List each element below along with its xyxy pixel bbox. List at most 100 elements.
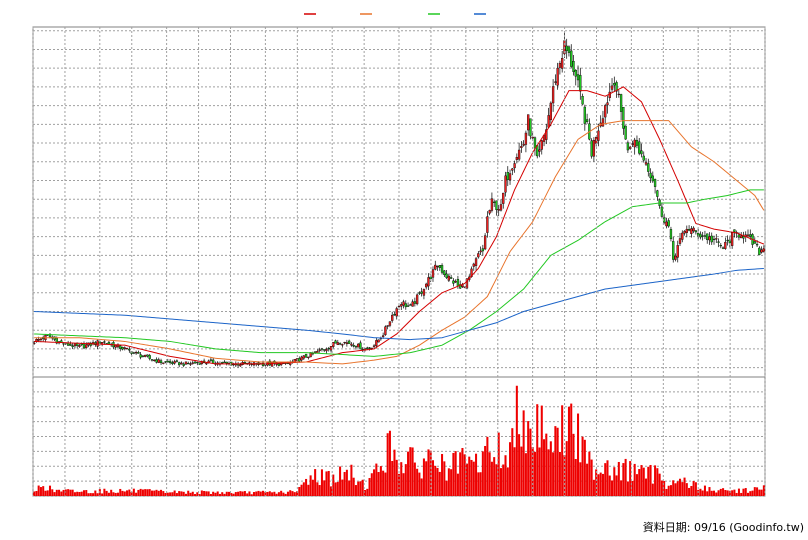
volume-bar (536, 404, 539, 496)
volume-bar (407, 451, 410, 496)
candle-up (760, 249, 763, 253)
candle-up (483, 235, 487, 250)
candle-up (184, 361, 188, 365)
volume-bar (617, 461, 620, 496)
candle-up (402, 301, 405, 306)
candle-down (667, 220, 670, 227)
volume-bar (615, 475, 618, 496)
candle-down (506, 172, 509, 180)
volume-bar (728, 490, 731, 496)
candle-down (579, 75, 582, 92)
volume-bar (540, 405, 543, 496)
volume-bar (135, 492, 138, 496)
candle-up (180, 362, 183, 365)
candle-down (225, 361, 228, 364)
volume-bar (48, 485, 52, 496)
candle-down (642, 155, 645, 161)
volume-bar (495, 464, 498, 496)
volume-bar (200, 490, 203, 496)
volume-bar (295, 491, 299, 496)
volume-bar (157, 490, 160, 496)
candle-up (191, 362, 194, 364)
volume-bar (465, 463, 469, 496)
volume-bar (363, 490, 367, 496)
candle-down (615, 82, 618, 92)
candle-up (436, 265, 439, 268)
candle-down (706, 233, 709, 240)
volume-bar (529, 428, 532, 496)
volume-bar (751, 490, 754, 496)
volume-bar-series (33, 385, 765, 496)
candle-up (343, 341, 346, 344)
volume-bar (524, 453, 527, 496)
volume-bar (452, 452, 455, 496)
volume-bar (681, 482, 684, 496)
candle-up (477, 253, 480, 258)
candle-down (581, 96, 584, 105)
price-panel (32, 26, 766, 378)
volume-bar (749, 491, 752, 496)
volume-bar (527, 421, 530, 496)
volume-bar (309, 475, 312, 496)
volume-bar (35, 490, 38, 496)
candle-up (239, 364, 242, 367)
volume-bar (373, 469, 376, 496)
candle-up (302, 355, 305, 359)
volume-bar (468, 456, 471, 496)
ma-line-2 (34, 189, 764, 357)
volume-bar (60, 491, 63, 496)
candle-up (329, 345, 333, 351)
volume-bar (341, 479, 344, 496)
volume-bar (556, 427, 559, 496)
volume-bar (672, 480, 675, 496)
candle-up (447, 275, 451, 281)
candle-up (454, 281, 457, 283)
volume-bar (101, 493, 104, 496)
candle-down (323, 349, 326, 351)
candle-up (157, 359, 160, 363)
volume-bar (187, 490, 190, 496)
volume-bar (141, 489, 144, 496)
volume-bar (393, 449, 396, 496)
volume-bar (719, 488, 722, 496)
volume-bar (552, 452, 555, 496)
volume-bar (130, 491, 133, 496)
volume-bar (266, 491, 269, 496)
candle-down (703, 235, 707, 237)
candle-down (649, 172, 652, 179)
volume-bar (246, 493, 249, 496)
volume-bar (132, 488, 135, 496)
candle-down (710, 235, 713, 243)
candle-up (162, 362, 165, 364)
candle-up (497, 209, 500, 211)
candle-up (522, 143, 525, 146)
volume-bar (205, 491, 208, 496)
candle-up (606, 102, 609, 106)
candle-up (85, 344, 88, 348)
volume-bar (209, 493, 212, 496)
volume-bar (701, 490, 704, 496)
candle-up (397, 306, 401, 308)
volume-bar (422, 458, 425, 496)
volume-bar (590, 459, 593, 496)
candle-down (726, 239, 729, 242)
volume-bar (119, 488, 122, 496)
candle-down (128, 348, 131, 351)
candle-down (103, 341, 106, 343)
candle-down (495, 200, 498, 210)
candle-down (366, 347, 369, 349)
volume-bar (382, 470, 385, 496)
volume-bar (146, 489, 149, 496)
volume-bar (377, 472, 380, 496)
candle-down (119, 345, 122, 349)
candle-up (665, 221, 668, 227)
volume-bar (160, 489, 163, 496)
volume-bar (153, 490, 156, 496)
candle-down (737, 234, 741, 238)
candle-down (155, 359, 158, 363)
candle-down (164, 361, 167, 363)
volume-bar (314, 469, 317, 496)
volume-bar (688, 487, 691, 496)
volume-bar (606, 460, 609, 496)
volume-bar (744, 488, 747, 496)
